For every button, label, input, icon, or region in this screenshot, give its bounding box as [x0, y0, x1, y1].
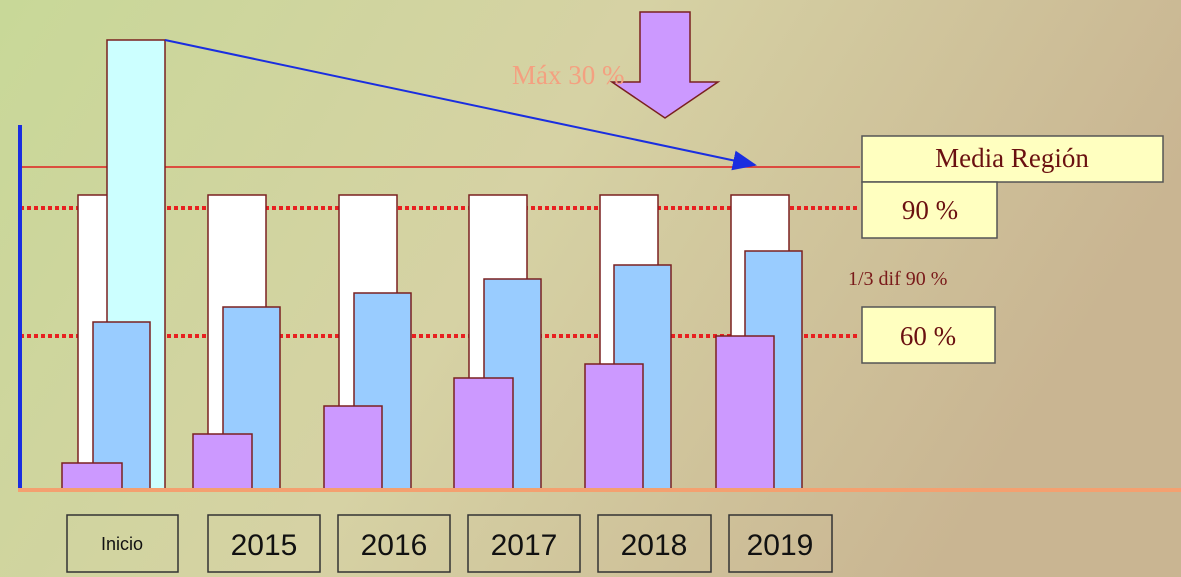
period-label: 2017 [491, 529, 558, 562]
bar-value [716, 336, 774, 490]
slide: Máx 30 % Media Región 90 % 60 % 1/3 dif … [0, 0, 1181, 577]
bar-value [585, 364, 643, 490]
period-label: 2016 [361, 529, 428, 562]
bar-value [454, 378, 513, 490]
annotation: Máx 30 % [512, 60, 624, 90]
bar-value [324, 406, 382, 490]
note: 1/3 dif 90 % [848, 268, 947, 290]
box-label: 90 % [902, 195, 958, 225]
period-label: Inicio [101, 534, 143, 554]
box-label: Media Región [935, 143, 1089, 173]
bar-value [193, 434, 252, 490]
period-label: 2018 [621, 529, 688, 562]
bar-value [62, 463, 122, 490]
period-label: 2015 [231, 529, 298, 562]
period-label: 2019 [747, 529, 814, 562]
box-label: 60 % [900, 321, 956, 351]
